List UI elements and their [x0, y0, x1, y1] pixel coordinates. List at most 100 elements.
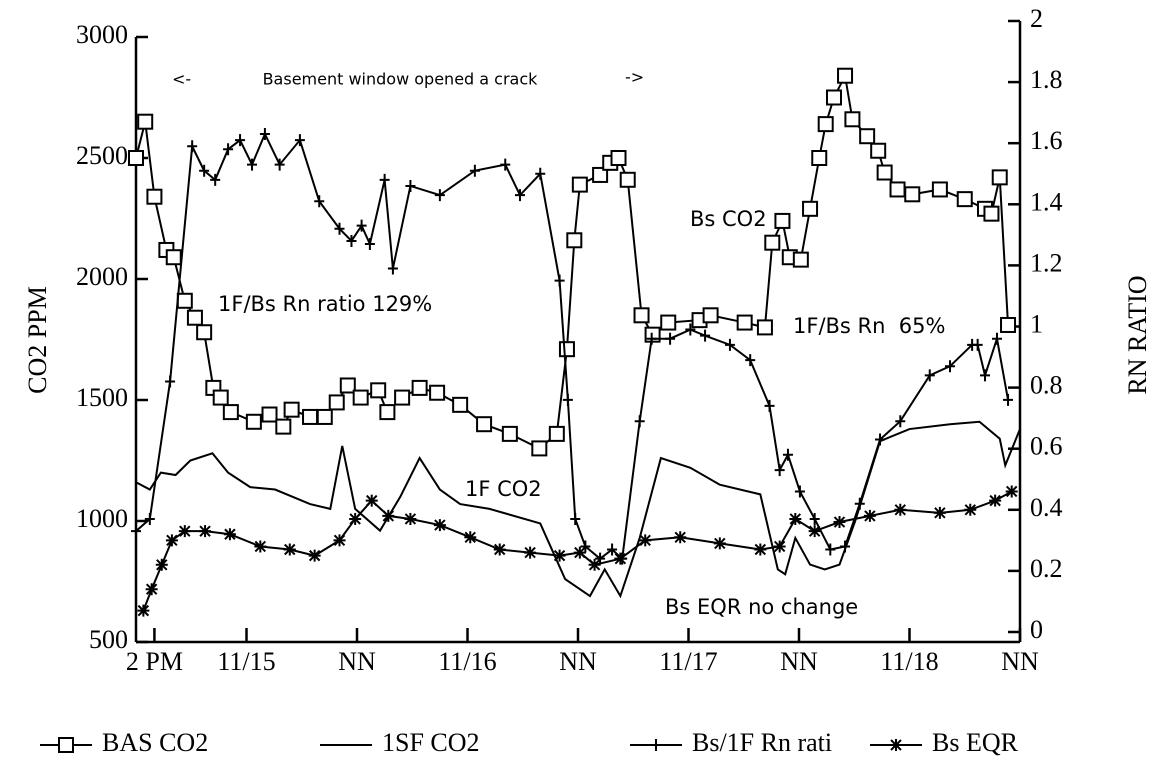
point — [429, 384, 446, 401]
point — [745, 354, 756, 367]
point — [724, 338, 735, 351]
point — [674, 531, 687, 544]
y2-tick-label: 2 — [1030, 4, 1043, 33]
point — [665, 332, 676, 345]
y2-tick-label: 0 — [1030, 615, 1043, 644]
point — [980, 369, 991, 382]
point — [411, 379, 428, 396]
point — [933, 506, 946, 519]
point — [302, 408, 319, 425]
point — [210, 173, 221, 186]
point — [334, 222, 345, 235]
x-tick-label: NN — [559, 647, 597, 676]
point — [646, 332, 657, 345]
point — [187, 140, 198, 153]
point — [199, 164, 210, 177]
point — [137, 113, 154, 130]
point — [802, 200, 819, 217]
point — [840, 540, 851, 553]
point — [178, 525, 191, 538]
point — [764, 234, 781, 251]
point — [634, 415, 645, 428]
point — [573, 546, 586, 559]
y-tick-label: 2500 — [76, 141, 128, 170]
point — [405, 179, 416, 192]
point — [535, 167, 546, 180]
y2-tick-label: 1.4 — [1030, 187, 1063, 216]
point — [223, 528, 236, 541]
point — [352, 389, 369, 406]
series-line — [135, 72, 1010, 450]
point — [379, 404, 396, 421]
point — [844, 111, 861, 128]
point — [660, 314, 677, 331]
annotation: Bs EQR no change — [665, 595, 858, 619]
point — [991, 169, 1008, 186]
point — [1005, 485, 1018, 498]
point — [452, 396, 469, 413]
annotation: <- — [172, 70, 191, 89]
point — [859, 128, 876, 145]
point — [387, 262, 398, 275]
point — [524, 546, 537, 559]
point — [137, 604, 150, 617]
point — [889, 181, 906, 198]
point — [464, 531, 477, 544]
point — [754, 543, 767, 556]
point — [434, 189, 445, 202]
point — [548, 425, 565, 442]
point — [972, 338, 983, 351]
point — [283, 543, 296, 556]
point — [128, 150, 144, 166]
point — [875, 433, 886, 446]
point — [991, 332, 1002, 345]
point — [825, 543, 836, 556]
x-tick-label: NN — [1001, 647, 1039, 676]
point — [809, 512, 820, 525]
point — [356, 219, 367, 232]
point — [222, 404, 239, 421]
point — [825, 89, 842, 106]
point — [833, 516, 846, 529]
point — [610, 150, 627, 166]
point — [212, 389, 229, 406]
point — [382, 509, 395, 522]
point — [837, 67, 854, 84]
point — [394, 389, 411, 406]
point — [294, 134, 305, 147]
point — [476, 416, 493, 433]
point — [773, 540, 786, 553]
point — [558, 341, 575, 358]
point — [274, 158, 285, 171]
point — [989, 494, 1002, 507]
point — [199, 525, 212, 538]
series-line — [135, 420, 1021, 599]
point — [774, 464, 785, 477]
point — [863, 509, 876, 522]
series-line — [135, 131, 1010, 561]
point — [964, 503, 977, 516]
point — [764, 399, 775, 412]
point — [588, 558, 601, 571]
point — [904, 186, 921, 203]
y2-tick-label: 0.6 — [1030, 432, 1063, 461]
point — [592, 166, 609, 183]
point — [713, 537, 726, 550]
point — [196, 324, 213, 341]
x-tick-label: 11/15 — [217, 647, 275, 676]
point — [774, 212, 791, 229]
point — [553, 549, 566, 562]
legend-marker — [58, 737, 74, 753]
point — [365, 494, 378, 507]
point — [817, 116, 834, 133]
point — [145, 583, 158, 596]
point — [339, 377, 356, 394]
legend-label: 1SF CO2 — [382, 728, 480, 757]
annotation: Basement window opened a crack — [263, 70, 539, 89]
y2-tick-label: 1 — [1030, 309, 1043, 338]
point — [493, 543, 506, 556]
point — [144, 512, 155, 525]
point — [808, 525, 821, 538]
x-tick-label: 11/17 — [659, 647, 717, 676]
